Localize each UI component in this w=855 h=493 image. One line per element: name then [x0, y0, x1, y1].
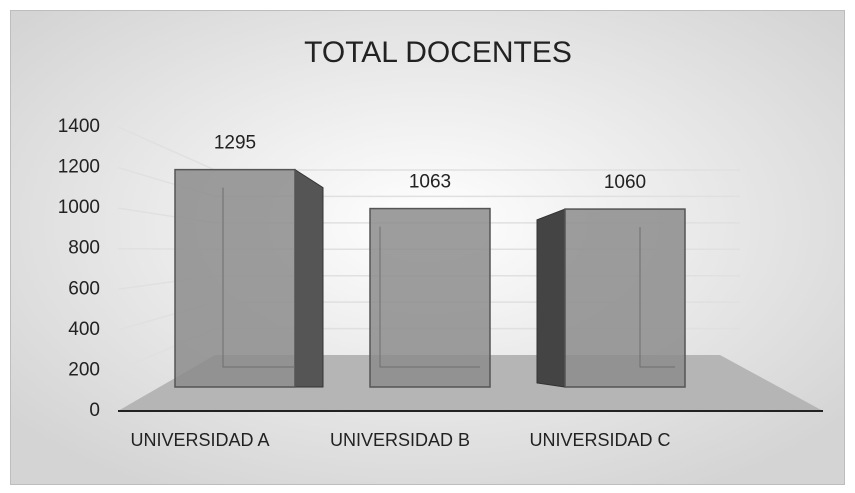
bar-inner-edge: [379, 226, 480, 368]
y-tick-label: 400: [68, 319, 100, 340]
bar-front: [174, 168, 296, 388]
bar-side: [294, 168, 324, 388]
data-label: 1060: [604, 172, 646, 193]
y-tick-label: 1200: [58, 157, 100, 178]
bar-side: [536, 208, 566, 388]
bar-inner-edge: [222, 187, 295, 368]
bar: [536, 208, 686, 388]
data-label: 1295: [214, 133, 256, 154]
bar: [174, 168, 324, 388]
data-label: 1063: [409, 172, 451, 193]
y-tick-label: 200: [68, 359, 100, 380]
y-tick-label: 600: [68, 278, 100, 299]
x-tick-label: UNIVERSIDAD C: [529, 430, 670, 450]
bar-front: [369, 207, 491, 388]
y-tick-label: 800: [68, 238, 100, 259]
y-tick-label: 0: [89, 400, 100, 421]
y-tick-label: 1000: [58, 197, 100, 218]
x-tick-label: UNIVERSIDAD B: [330, 430, 470, 450]
bar-front: [564, 208, 686, 388]
y-tick-label: 1400: [58, 116, 100, 137]
bar-inner-edge: [639, 227, 675, 368]
chart-title: TOTAL DOCENTES: [304, 36, 572, 69]
bar: [369, 207, 491, 388]
x-tick-label: UNIVERSIDAD A: [130, 430, 269, 450]
